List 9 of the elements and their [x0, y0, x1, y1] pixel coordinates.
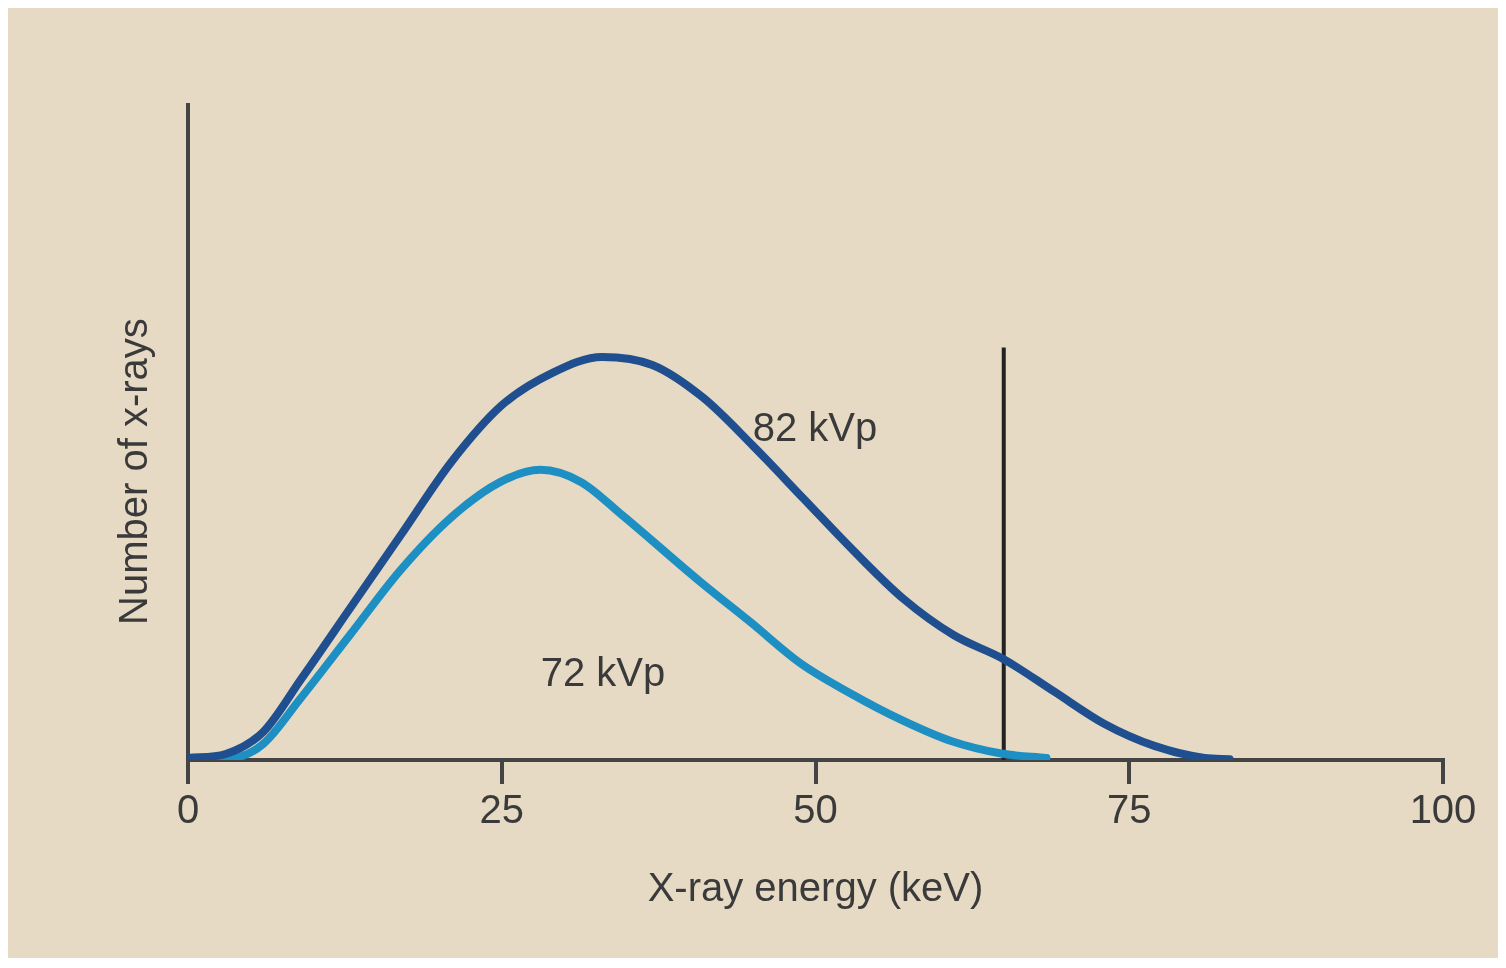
x-tick-label: 50	[793, 787, 838, 832]
series-label: 82 kVp	[752, 404, 878, 449]
series-label: 72 kVp	[540, 649, 666, 694]
x-tick-label: 25	[479, 787, 524, 832]
x-tick-label: 0	[176, 787, 200, 832]
x-tick-label: 100	[1409, 787, 1477, 832]
x-axis-title: X-ray energy (keV)	[647, 865, 984, 910]
y-axis-title: Number of x-rays	[111, 318, 156, 625]
x-tick-label: 75	[1107, 787, 1152, 832]
